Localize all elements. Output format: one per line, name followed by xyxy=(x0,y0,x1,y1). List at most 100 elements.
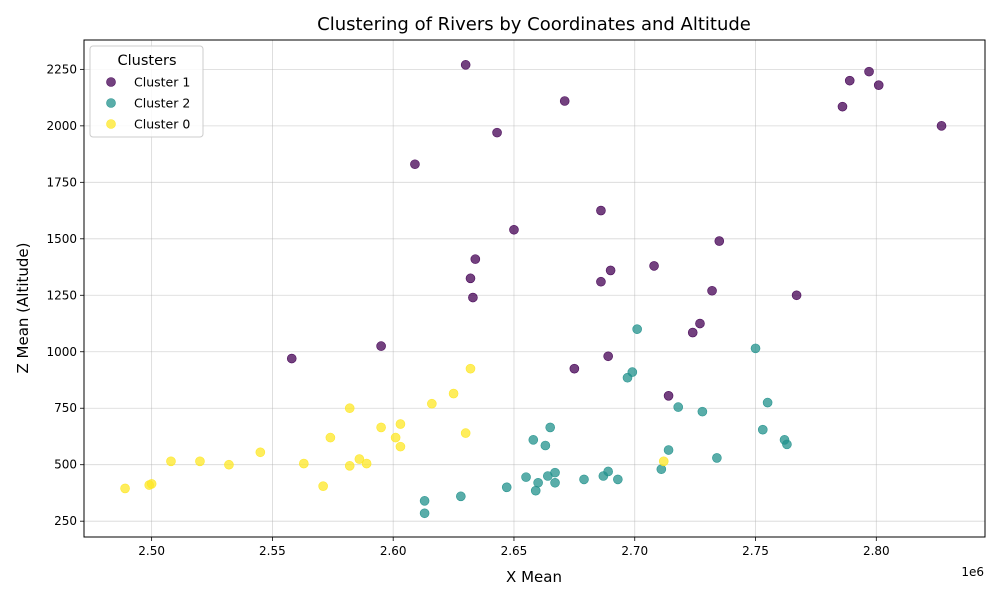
data-point-series-0 xyxy=(569,363,580,374)
legend: Clusters Cluster 1 Cluster 2 Cluster 0 xyxy=(89,45,204,138)
data-point-series-0 xyxy=(603,351,613,362)
legend-label: Cluster 1 xyxy=(134,75,190,90)
data-point-series-1 xyxy=(521,472,531,482)
data-point-series-0 xyxy=(410,159,420,170)
data-point-series-1 xyxy=(533,477,543,488)
data-point-series-0 xyxy=(837,101,848,112)
data-point-series-0 xyxy=(492,127,502,138)
data-point-series-1 xyxy=(663,445,674,455)
data-point-series-1 xyxy=(782,439,792,450)
data-point-series-2 xyxy=(325,432,336,443)
data-point-series-0 xyxy=(791,290,802,301)
data-point-series-1 xyxy=(632,324,642,334)
data-point-series-1 xyxy=(656,464,667,475)
data-point-series-0 xyxy=(936,121,947,131)
data-point-series-0 xyxy=(376,341,386,351)
data-point-series-2 xyxy=(299,458,309,469)
data-point-series-0 xyxy=(286,353,297,364)
data-point-series-2 xyxy=(146,479,157,489)
data-point-series-0 xyxy=(596,276,606,287)
data-point-series-1 xyxy=(501,482,512,493)
data-point-series-2 xyxy=(195,456,205,467)
y-tick-label: 2000 xyxy=(46,119,77,133)
plot-area-frame xyxy=(83,39,986,538)
data-point-series-1 xyxy=(613,474,623,485)
data-point-series-1 xyxy=(598,471,609,481)
x-tick-label: 2.60 xyxy=(380,544,407,558)
data-point-series-2 xyxy=(344,403,355,414)
legend-entries: Cluster 1 Cluster 2 Cluster 0 xyxy=(106,75,190,132)
x-tick-label: 2.75 xyxy=(742,544,769,558)
legend-label: Cluster 2 xyxy=(134,96,190,111)
data-point-series-1 xyxy=(545,422,556,433)
legend-label: Cluster 0 xyxy=(134,117,190,132)
data-point-series-0 xyxy=(844,75,855,86)
data-point-series-2 xyxy=(395,419,406,429)
data-point-series-1 xyxy=(673,402,684,412)
data-point-series-2 xyxy=(448,388,459,399)
data-point-series-2 xyxy=(658,456,669,467)
legend-marker xyxy=(106,119,116,129)
data-point-series-2 xyxy=(318,481,328,491)
x-tick-label: 2.80 xyxy=(863,544,890,558)
data-point-series-0 xyxy=(649,261,659,271)
data-point-series-0 xyxy=(460,60,471,70)
data-point-series-1 xyxy=(530,485,541,496)
data-point-series-1 xyxy=(757,424,768,435)
data-point-series-0 xyxy=(707,285,717,296)
y-tick-label: 2250 xyxy=(46,62,77,76)
data-point-series-0 xyxy=(687,327,698,338)
data-point-series-1 xyxy=(419,496,430,506)
x-axis-offset-label: 1e6 xyxy=(961,565,984,579)
data-point-series-0 xyxy=(864,66,874,77)
legend-marker xyxy=(106,98,116,108)
data-point-series-1 xyxy=(762,397,773,408)
data-point-series-1 xyxy=(528,435,539,445)
data-point-series-0 xyxy=(596,205,606,216)
data-point-series-1 xyxy=(622,372,633,383)
x-axis-label: X Mean xyxy=(506,568,562,586)
data-point-series-2 xyxy=(344,461,355,471)
data-point-series-2 xyxy=(376,422,386,433)
data-point-series-2 xyxy=(361,458,372,469)
data-point-series-0 xyxy=(714,236,725,246)
y-tick-label: 250 xyxy=(54,514,77,528)
data-point-series-2 xyxy=(166,456,176,467)
data-point-series-1 xyxy=(542,471,553,481)
data-point-series-1 xyxy=(697,406,708,417)
data-point-series-1 xyxy=(419,508,430,519)
data-points xyxy=(120,60,947,519)
chart-title: Clustering of Rivers by Coordinates and … xyxy=(317,14,751,35)
data-point-series-2 xyxy=(255,447,266,458)
data-point-series-1 xyxy=(579,474,589,485)
data-point-series-2 xyxy=(460,428,471,438)
data-point-series-2 xyxy=(427,398,437,409)
data-point-series-2 xyxy=(465,363,476,374)
data-point-series-2 xyxy=(395,441,406,452)
data-point-series-1 xyxy=(456,491,466,502)
data-point-series-2 xyxy=(390,432,401,443)
y-tick-label: 1750 xyxy=(46,175,77,189)
x-tick-label: 2.65 xyxy=(501,544,528,558)
grid xyxy=(84,40,985,537)
x-tick-label: 2.70 xyxy=(621,544,648,558)
data-point-series-2 xyxy=(120,483,130,494)
y-axis-ticks: 250 500 750 1000 1250 1500 1750 2000 2250 xyxy=(46,62,84,528)
data-point-series-2 xyxy=(354,454,365,464)
data-point-series-0 xyxy=(468,292,478,303)
y-axis-label: Z Mean (Altitude) xyxy=(14,242,32,373)
x-tick-label: 2.55 xyxy=(259,544,286,558)
legend-box xyxy=(89,45,204,138)
data-point-series-0 xyxy=(873,80,884,90)
legend-title: Clusters xyxy=(117,53,176,69)
data-point-series-1 xyxy=(540,440,551,451)
data-point-series-0 xyxy=(465,273,476,284)
data-point-series-0 xyxy=(559,96,570,106)
data-point-series-2 xyxy=(224,459,234,470)
y-tick-label: 750 xyxy=(54,401,77,415)
y-tick-label: 500 xyxy=(54,458,77,472)
legend-marker xyxy=(106,77,116,87)
x-axis-ticks: 2.50 2.55 2.60 2.65 2.70 2.75 2.80 xyxy=(138,537,890,558)
data-point-series-0 xyxy=(695,318,705,329)
